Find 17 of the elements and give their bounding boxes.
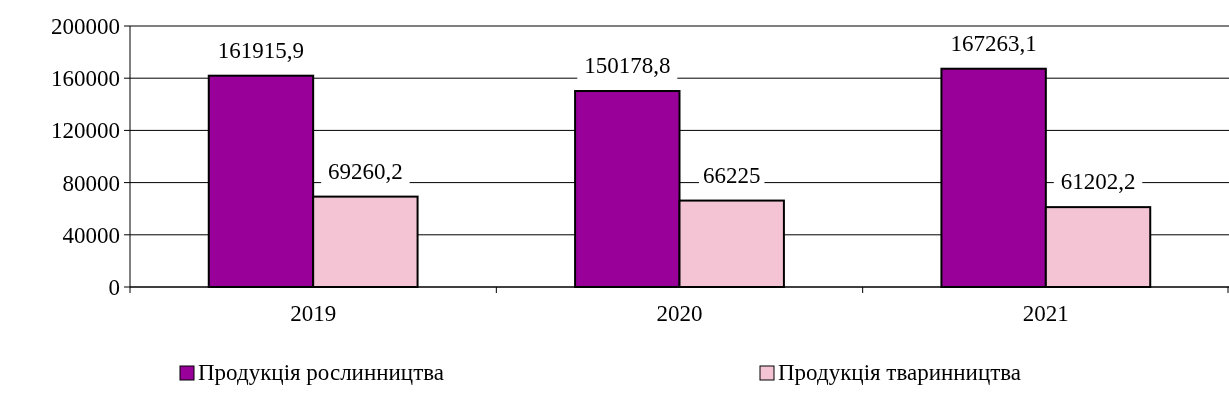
y-tick-label: 40000	[62, 222, 120, 248]
data-label: 69260,2	[327, 158, 403, 184]
y-tick-label: 200000	[51, 14, 120, 40]
data-label: 66225	[702, 162, 761, 188]
x-tick-label: 2020	[656, 301, 703, 326]
y-tick-label: 120000	[51, 118, 120, 144]
data-label: 150178,8	[584, 53, 671, 79]
legend-label: Продукція рослинництва	[198, 360, 444, 385]
y-tick-label: 0	[108, 275, 120, 301]
x-tick-label: 2019	[290, 301, 337, 326]
data-label: 61202,2	[1060, 169, 1136, 195]
y-tick-label: 160000	[51, 66, 120, 92]
x-tick-label: 2021	[1022, 301, 1069, 326]
y-tick-label: 80000	[62, 170, 120, 196]
legend-label: Продукція тваринництва	[778, 360, 1022, 385]
data-label: 161915,9	[217, 37, 305, 63]
data-label: 167263,1	[950, 30, 1037, 56]
